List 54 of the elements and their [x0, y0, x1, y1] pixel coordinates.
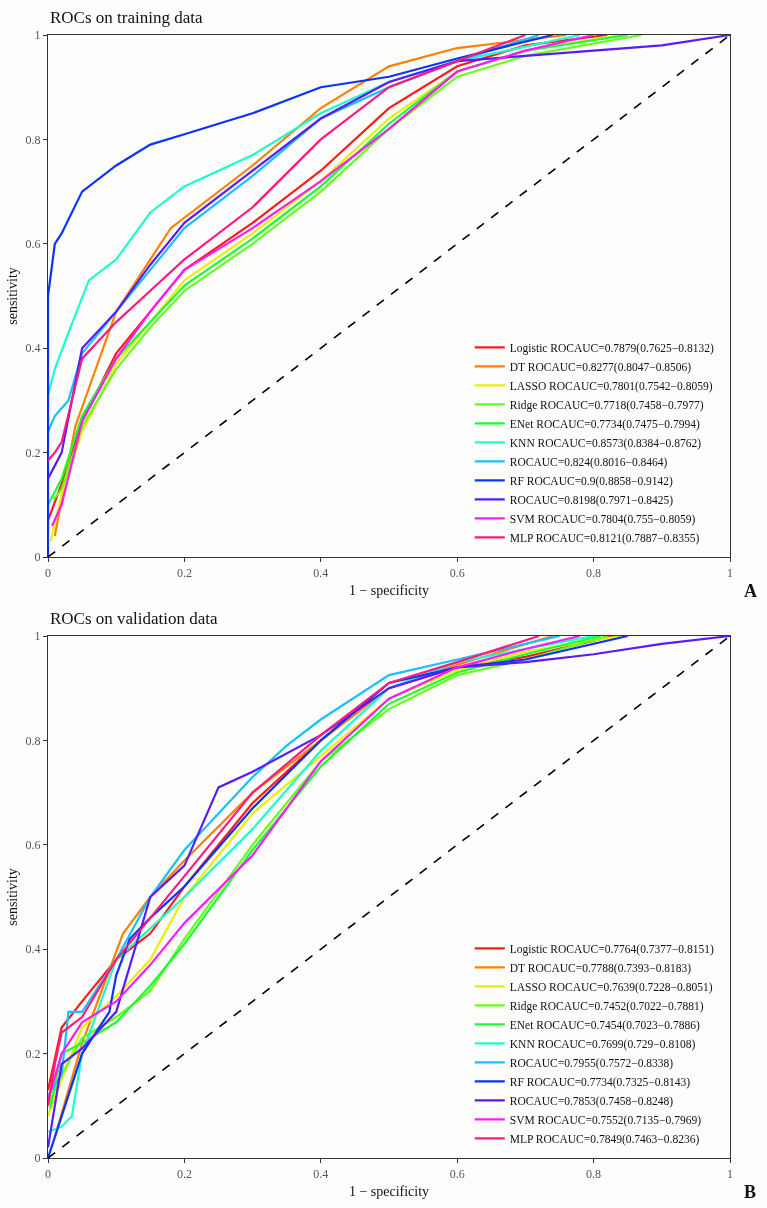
y-axis-title: sensitivity — [5, 868, 21, 926]
x-tick-label: 0.8 — [586, 565, 602, 580]
legend-label: KNN ROCAUC=0.7699(0.729−0.8108) — [509, 1037, 696, 1051]
legend-label: Logistic ROCAUC=0.7879(0.7625−0.8132) — [509, 341, 714, 355]
legend-label: Ridge ROCAUC=0.7718(0.7458−0.7977) — [509, 398, 704, 412]
x-tick-label: 0.4 — [313, 1166, 329, 1181]
legend-label: SVM ROCAUC=0.7804(0.755−0.8059) — [509, 512, 696, 526]
legend-label: ROCAUC=0.7853(0.7458−0.8248) — [509, 1094, 674, 1108]
y-tick-label: 0.6 — [25, 838, 41, 852]
y-tick-label: 0.6 — [25, 237, 41, 251]
chart-title: ROCs on validation data — [50, 609, 219, 628]
legend-label: ENet ROCAUC=0.7734(0.7475−0.7994) — [509, 417, 700, 431]
legend-label: DT ROCAUC=0.8277(0.8047−0.8506) — [509, 360, 692, 374]
legend-label: LASSO ROCAUC=0.7639(0.7228−0.8051) — [509, 980, 713, 994]
x-tick-label: 0.2 — [176, 1166, 192, 1181]
x-tick-label: 0 — [45, 565, 51, 580]
legend-label: SVM ROCAUC=0.7552(0.7135−0.7969) — [509, 1113, 702, 1127]
y-tick-label: 0.8 — [25, 132, 41, 147]
text: A — [744, 581, 757, 601]
y-tick-label: 0.4 — [25, 942, 41, 957]
y-tick-label: 0.2 — [25, 1046, 41, 1061]
y-tick-label: 0 — [34, 1151, 41, 1166]
text: B — [744, 1182, 757, 1202]
legend-label: DT ROCAUC=0.7788(0.7393−0.8183) — [509, 961, 692, 975]
x-tick-label: 1 — [727, 565, 733, 580]
y-tick-label: 0.2 — [25, 445, 41, 460]
legend-label: ENet ROCAUC=0.7454(0.7023−0.7886) — [509, 1018, 700, 1032]
y-tick-label: 1 — [34, 629, 41, 644]
x-tick-label: 0.2 — [176, 565, 192, 580]
legend-label: LASSO ROCAUC=0.7801(0.7542−0.8059) — [509, 379, 713, 393]
y-tick-label: 0.8 — [25, 733, 41, 748]
legend-label: MLP ROCAUC=0.8121(0.7887−0.8355) — [509, 531, 700, 545]
legend-label: Ridge ROCAUC=0.7452(0.7022−0.7881) — [509, 999, 704, 1013]
legend-label: RF ROCAUC=0.9(0.8858−0.9142) — [509, 474, 674, 488]
legend-label: ROCAUC=0.7955(0.7572−0.8338) — [509, 1056, 674, 1070]
x-tick-label: 0.6 — [449, 1166, 465, 1181]
x-tick-label: 0.4 — [313, 565, 329, 580]
y-axis-title: sensitivity — [5, 267, 21, 325]
legend-label: RF ROCAUC=0.7734(0.7325−0.8143) — [509, 1075, 691, 1089]
legend-label: KNN ROCAUC=0.8573(0.8384−0.8762) — [509, 436, 702, 450]
y-tick-label: 0 — [34, 550, 41, 565]
x-axis-title: 1 − specificity — [348, 582, 430, 598]
y-tick-label: 1 — [34, 28, 41, 43]
x-tick-label: 1 — [727, 1166, 733, 1181]
legend-label: ROCAUC=0.8198(0.7971−0.8425) — [509, 493, 674, 507]
legend-label: MLP ROCAUC=0.7849(0.7463−0.8236) — [509, 1132, 700, 1146]
x-tick-label: 0.8 — [586, 1166, 602, 1181]
legend-label: Logistic ROCAUC=0.7764(0.7377−0.8151) — [509, 942, 714, 956]
x-tick-label: 0 — [45, 1166, 51, 1181]
y-tick-label: 0.4 — [25, 341, 41, 356]
legend-label: ROCAUC=0.824(0.8016−0.8464) — [509, 455, 668, 469]
x-axis-title: 1 − specificity — [348, 1183, 430, 1199]
x-tick-label: 0.6 — [449, 565, 465, 580]
chart-title: ROCs on training data — [50, 8, 203, 27]
